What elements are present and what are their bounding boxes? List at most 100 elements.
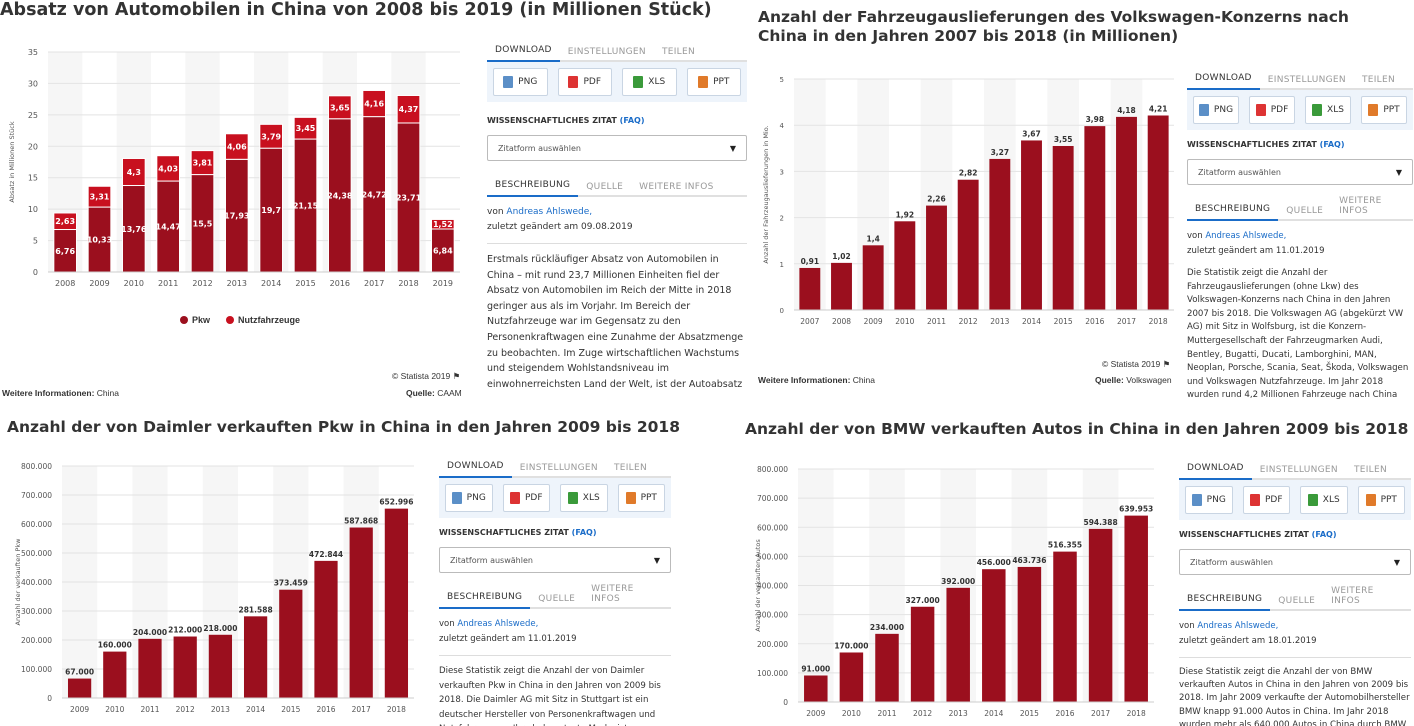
legend-item-nutzfahrzeuge[interactable]: Nutzfahrzeuge	[226, 315, 300, 325]
data-label: 91.000	[801, 664, 830, 673]
data-label: 23,71	[396, 193, 422, 202]
side-panel: DOWNLOAD EINSTELLUNGEN TEILEN PNG PDF XL…	[487, 38, 747, 392]
tab-beschreibung[interactable]: BESCHREIBUNG	[1179, 594, 1271, 611]
data-label: 1,4	[867, 234, 880, 243]
data-label: 4,16	[364, 100, 384, 109]
x-tick-label: 2012	[176, 705, 195, 714]
tab-einstellungen[interactable]: EINSTELLUNGEN	[1267, 75, 1346, 85]
data-label: 3,27	[991, 148, 1010, 157]
tab-quelle[interactable]: QUELLE	[538, 594, 576, 604]
faq-link[interactable]: (FAQ)	[1311, 530, 1337, 539]
xls-button[interactable]: XLS	[622, 68, 677, 96]
png-button[interactable]: PNG	[1193, 96, 1239, 124]
xls-button[interactable]: XLS	[1300, 486, 1348, 514]
author-link[interactable]: Andreas Ahlswede,	[457, 619, 539, 629]
bar	[894, 221, 916, 310]
y-tick-label: 0	[783, 698, 788, 707]
tab-einstellungen[interactable]: EINSTELLUNGEN	[1259, 465, 1338, 475]
y-tick-label: 400.000	[21, 578, 52, 587]
pdf-button[interactable]: PDF	[1249, 96, 1295, 124]
tab-einstellungen[interactable]: EINSTELLUNGEN	[567, 47, 646, 57]
panel-bmw-sales: Anzahl der von BMW verkauften Autos in C…	[740, 412, 1414, 726]
bar-nutzfahrzeuge	[431, 218, 455, 230]
faq-link[interactable]: (FAQ)	[1319, 140, 1345, 149]
xls-button[interactable]: XLS	[1305, 96, 1351, 124]
tab-quelle[interactable]: QUELLE	[586, 182, 624, 192]
tab-teilen[interactable]: TEILEN	[613, 463, 648, 473]
author-link[interactable]: Andreas Ahlswede,	[1205, 231, 1287, 241]
tab-teilen[interactable]: TEILEN	[661, 47, 696, 57]
data-label: 170.000	[834, 641, 868, 650]
tab-quelle[interactable]: QUELLE	[1278, 596, 1316, 606]
citation-heading: WISSENSCHAFTLICHES ZITAT (FAQ)	[1187, 140, 1413, 149]
y-tick-label: 5	[780, 76, 784, 84]
tab-beschreibung[interactable]: BESCHREIBUNG	[439, 592, 531, 609]
download-tabs: DOWNLOAD EINSTELLUNGEN TEILEN	[1179, 456, 1411, 480]
stacked-bar-chart: 0 5 10 15 20 25 30 35 Absatz in Millionen Stück 6…	[8, 48, 460, 288]
data-label: 6,76	[55, 247, 75, 256]
ppt-file-icon	[625, 492, 636, 504]
pdf-button[interactable]: PDF	[557, 68, 612, 96]
tab-download[interactable]: DOWNLOAD	[487, 45, 560, 62]
author-link[interactable]: Andreas Ahlswede,	[506, 207, 593, 217]
bar	[314, 560, 338, 698]
bar	[1147, 115, 1169, 310]
png-button[interactable]: PNG	[445, 484, 493, 512]
tab-weitere-infos[interactable]: WEITERE INFOS	[639, 182, 714, 192]
tab-teilen[interactable]: TEILEN	[1361, 75, 1396, 85]
citation-select[interactable]: Zitatform auswählen ▼	[1187, 159, 1413, 185]
faq-link[interactable]: (FAQ)	[619, 116, 645, 125]
tab-weitere-infos[interactable]: WEITERE INFOS	[1339, 196, 1382, 216]
x-tick-label: 2017	[1091, 709, 1110, 718]
copyright-text: © Statista 2019	[1102, 359, 1161, 369]
legend-item-pkw[interactable]: Pkw	[180, 315, 210, 325]
ppt-file-icon	[698, 76, 709, 88]
author-meta: von Andreas Ahlswede, zuletzt geändert am…	[1179, 619, 1411, 649]
tab-weitere-infos[interactable]: WEITERE INFOS	[1331, 586, 1374, 606]
tab-teilen[interactable]: TEILEN	[1353, 465, 1388, 475]
author-meta: von Andreas Ahlswede, zuletzt geändert am…	[1187, 229, 1413, 259]
bar-nutzfahrzeuge	[87, 185, 112, 208]
pdf-button[interactable]: PDF	[1242, 486, 1290, 514]
data-label: 3,31	[90, 193, 110, 202]
bar	[982, 569, 1006, 702]
data-label: 212.000	[168, 626, 202, 635]
tab-download[interactable]: DOWNLOAD	[439, 461, 512, 478]
source-label: Quelle:	[406, 388, 435, 398]
citation-select[interactable]: Zitatform auswählen ▼	[439, 547, 671, 573]
data-label: 3,65	[330, 103, 350, 112]
citation-select[interactable]: Zitatform auswählen ▼	[1179, 549, 1411, 575]
png-button[interactable]: PNG	[493, 68, 548, 96]
tab-beschreibung[interactable]: BESCHREIBUNG	[1187, 204, 1279, 221]
author-link[interactable]: Andreas Ahlswede,	[1197, 621, 1279, 631]
more-info-value: China	[96, 388, 120, 398]
tab-weitere-infos[interactable]: WEITERE INFOS	[591, 584, 634, 604]
x-tick-label: 2011	[877, 709, 896, 718]
tab-beschreibung[interactable]: BESCHREIBUNG	[487, 180, 579, 197]
bar-nutzfahrzeuge	[328, 95, 352, 120]
ppt-button[interactable]: PPT	[1361, 96, 1407, 124]
updated-date: zuletzt geändert am 11.01.2019	[439, 634, 577, 644]
ppt-button[interactable]: PPT	[686, 68, 741, 96]
x-tick-label: 2016	[316, 705, 335, 714]
xls-file-icon	[1307, 494, 1318, 506]
pdf-button[interactable]: PDF	[502, 484, 550, 512]
bar	[1053, 551, 1077, 702]
x-tick-label: 2018	[398, 279, 418, 288]
tab-einstellungen[interactable]: EINSTELLUNGEN	[519, 463, 598, 473]
more-info-label: Weitere Informationen:	[2, 388, 95, 398]
png-button[interactable]: PNG	[1185, 486, 1233, 514]
data-label: 4,06	[227, 143, 247, 152]
bar	[989, 158, 1011, 310]
ppt-button[interactable]: PPT	[617, 484, 665, 512]
data-label: 4,03	[158, 164, 178, 173]
y-tick-label: 20	[28, 142, 38, 151]
ppt-button[interactable]: PPT	[1357, 486, 1405, 514]
tab-download[interactable]: DOWNLOAD	[1187, 73, 1260, 90]
tab-quelle[interactable]: QUELLE	[1286, 206, 1324, 216]
x-tick-label: 2016	[1055, 709, 1074, 718]
xls-button[interactable]: XLS	[560, 484, 608, 512]
tab-download[interactable]: DOWNLOAD	[1179, 463, 1252, 480]
faq-link[interactable]: (FAQ)	[571, 528, 597, 537]
citation-select[interactable]: Zitatform auswählen ▼	[487, 135, 747, 161]
